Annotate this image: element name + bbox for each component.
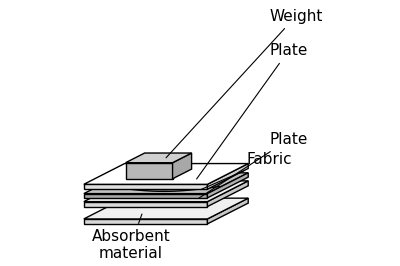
Text: Weight: Weight <box>166 9 322 158</box>
Polygon shape <box>84 173 248 194</box>
Polygon shape <box>208 198 248 224</box>
Polygon shape <box>126 163 172 179</box>
Polygon shape <box>108 184 220 191</box>
Polygon shape <box>208 173 248 198</box>
Polygon shape <box>84 198 248 219</box>
Polygon shape <box>208 164 248 189</box>
Polygon shape <box>84 202 208 207</box>
Polygon shape <box>84 194 208 198</box>
Text: Absorbent
material: Absorbent material <box>92 214 170 261</box>
Text: Fabric: Fabric <box>201 152 292 189</box>
Polygon shape <box>84 164 248 184</box>
Polygon shape <box>208 181 248 207</box>
Text: Plate: Plate <box>197 43 308 179</box>
Polygon shape <box>84 181 248 202</box>
Text: Plate: Plate <box>199 132 308 198</box>
Polygon shape <box>126 153 192 163</box>
Polygon shape <box>84 219 208 224</box>
Polygon shape <box>172 153 192 179</box>
Polygon shape <box>84 184 208 189</box>
